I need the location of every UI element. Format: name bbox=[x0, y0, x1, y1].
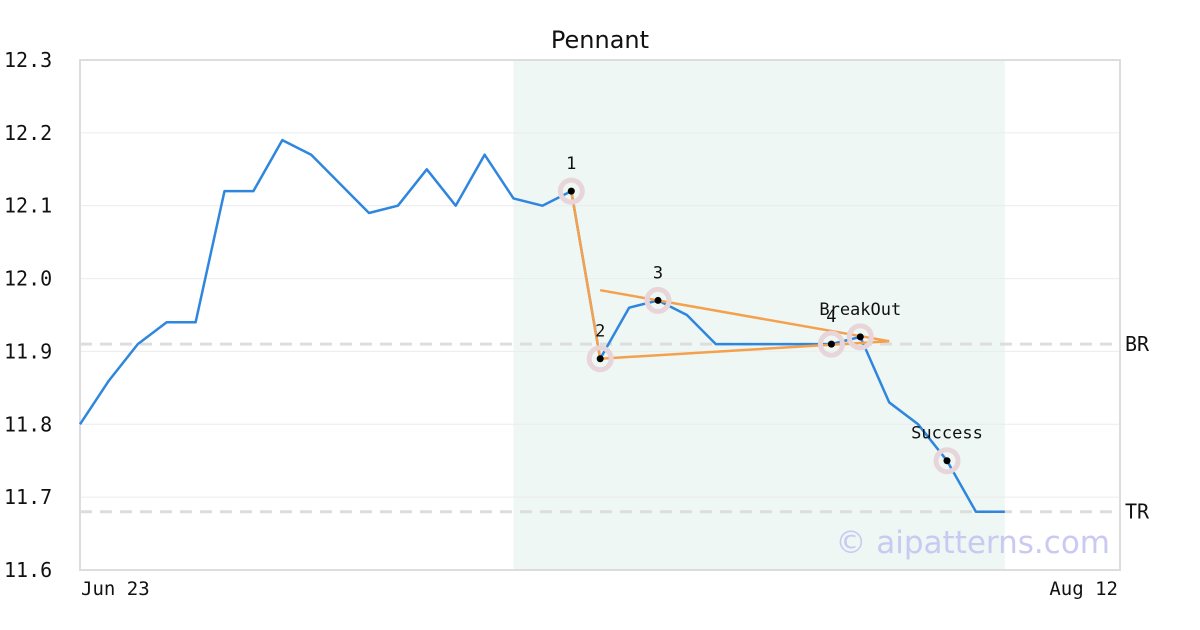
pattern-point-halo-4 bbox=[817, 330, 845, 358]
y-tick-label: 12.1 bbox=[4, 194, 52, 218]
x-axis-start-label: Jun 23 bbox=[81, 578, 150, 600]
pattern-point-marker-4 bbox=[827, 340, 835, 348]
pattern-point-halo-2 bbox=[586, 345, 614, 373]
pattern-point-label-1: 1 bbox=[566, 154, 576, 174]
pattern-point-marker-3 bbox=[654, 296, 662, 304]
chart-title: Pennant bbox=[551, 26, 649, 54]
highlight-layer bbox=[513, 60, 1005, 570]
pattern-point-marker-1 bbox=[567, 187, 575, 195]
pattern-point-halo-breakout bbox=[846, 323, 874, 351]
pattern-point-marker-breakout bbox=[856, 333, 864, 341]
pattern-point-halo-success bbox=[933, 447, 961, 475]
y-tick-label: 11.6 bbox=[4, 558, 52, 582]
x-axis-end-label: Aug 12 bbox=[1049, 578, 1118, 600]
y-tick-label: 12.2 bbox=[4, 121, 52, 145]
reference-label-br: BR bbox=[1125, 332, 1150, 356]
pattern-point-halo-1 bbox=[557, 177, 585, 205]
y-tick-label: 11.8 bbox=[4, 412, 52, 436]
plot-frame bbox=[79, 59, 1121, 571]
pattern-point-label-3: 3 bbox=[653, 263, 663, 283]
pattern-point-halo-3 bbox=[644, 286, 672, 314]
pattern-highlight-region bbox=[513, 60, 1005, 570]
y-tick-label: 11.7 bbox=[4, 485, 52, 509]
y-axis-ticks: 12.3 12.2 12.1 12.0 11.9 11.8 11.7 11.6 bbox=[4, 48, 52, 582]
pattern-point-marker-2 bbox=[596, 355, 604, 363]
y-tick-label: 12.0 bbox=[4, 267, 52, 291]
pattern-point-label-breakout: BreakOut bbox=[819, 300, 901, 320]
pattern-point-label-4: 4 bbox=[826, 307, 836, 327]
y-tick-label: 12.3 bbox=[4, 48, 52, 72]
pattern-point-label-2: 2 bbox=[595, 322, 605, 342]
y-tick-label: 11.9 bbox=[4, 339, 52, 363]
pattern-point-label-success: Success bbox=[911, 424, 983, 444]
watermark: © aipatterns.com bbox=[835, 525, 1110, 561]
reference-label-tr: TR bbox=[1125, 500, 1150, 524]
grid-layer bbox=[80, 132, 1120, 498]
reference-line-layer: BR TR bbox=[80, 332, 1150, 524]
pattern-point-marker-success bbox=[943, 457, 951, 465]
